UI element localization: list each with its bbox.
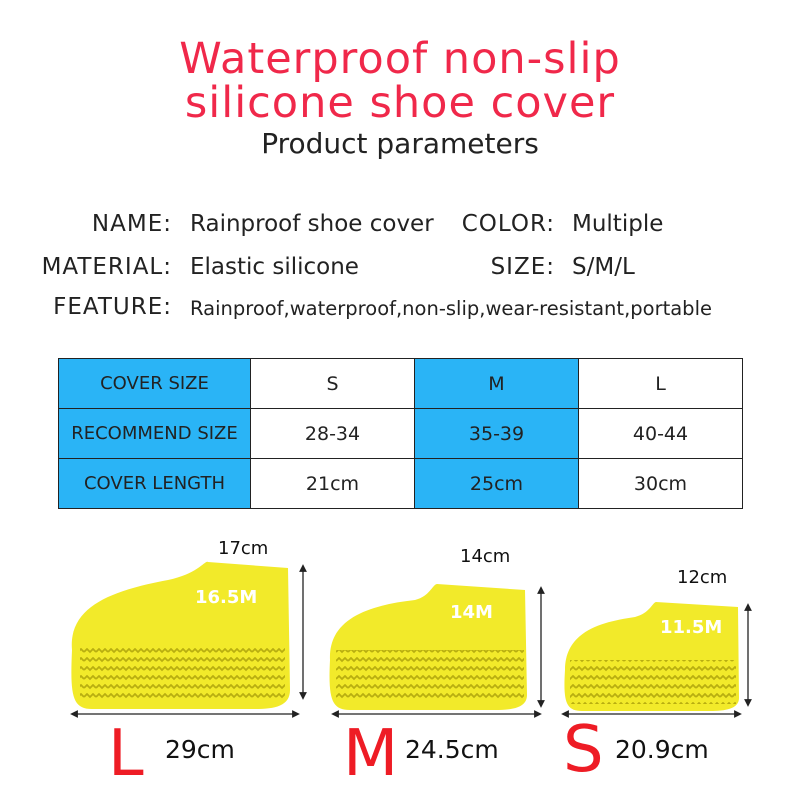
feature-label: FEATURE:	[53, 294, 172, 320]
name-label: NAME:	[91, 211, 172, 237]
table-cell: 25cm	[414, 458, 579, 509]
table-row: COVER LENGTH 21cm 25cm 30cm	[58, 458, 743, 509]
height-label-m: 14cm	[460, 546, 511, 567]
table-cell: 30cm	[578, 458, 743, 509]
shoe-medium	[329, 584, 527, 710]
table-cell: 28-34	[250, 408, 415, 459]
title-line-1: Waterproof non-slip	[179, 34, 621, 84]
row-header: COVER SIZE	[58, 358, 251, 409]
height-label-l: 17cm	[218, 538, 269, 559]
size-table: COVER SIZE S M L RECOMMEND SIZE 28-34 35…	[58, 358, 743, 509]
table-row: RECOMMEND SIZE 28-34 35-39 40-44	[58, 408, 743, 459]
title-line-2: silicone shoe cover	[184, 78, 616, 128]
table-cell: 40-44	[578, 408, 743, 459]
color-label: COLOR:	[461, 211, 555, 237]
material-label: MATERIAL:	[41, 254, 172, 280]
mark-l: 16.5M	[195, 587, 258, 608]
table-cell: L	[578, 358, 743, 409]
mark-m: 14M	[450, 602, 493, 623]
feature-value: Rainproof,waterproof,non-slip,wear-resis…	[190, 297, 712, 320]
length-label-m: 24.5cm	[405, 735, 499, 764]
size-value: S/M/L	[572, 254, 635, 280]
name-value: Rainproof shoe cover	[190, 211, 434, 237]
length-label-s: 20.9cm	[615, 735, 709, 764]
table-cell: 21cm	[250, 458, 415, 509]
size-label: SIZE:	[490, 254, 555, 280]
subtitle: Product parameters	[261, 127, 539, 160]
table-row: COVER SIZE S M L	[58, 358, 743, 409]
length-label-l: 29cm	[165, 735, 235, 764]
table-cell: M	[414, 358, 579, 409]
color-value: Multiple	[572, 211, 664, 237]
size-letter-s: S	[563, 713, 604, 787]
row-header: COVER LENGTH	[58, 458, 251, 509]
size-letter-m: M	[343, 717, 399, 791]
table-cell: 35-39	[414, 408, 579, 459]
size-letter-l: L	[108, 717, 144, 791]
height-label-s: 12cm	[677, 567, 728, 588]
shoe-large	[71, 561, 290, 709]
material-value: Elastic silicone	[190, 254, 359, 280]
shoe-small	[564, 602, 739, 711]
mark-s: 11.5M	[660, 617, 723, 638]
